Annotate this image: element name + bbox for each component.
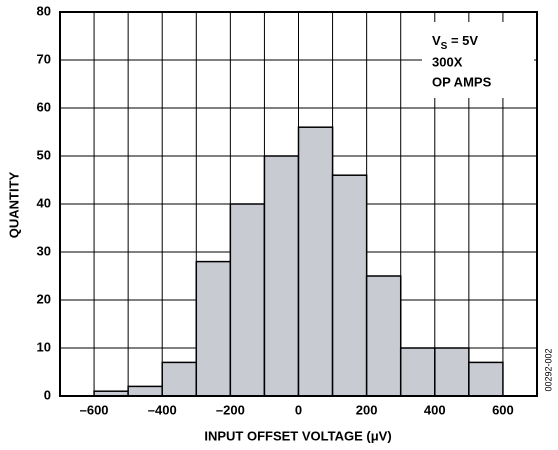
annotation: 300X (432, 54, 463, 69)
bar (161, 361, 198, 397)
annotation: VS = 5V (432, 33, 478, 51)
x-tick-label: –400 (148, 402, 177, 417)
bar (297, 126, 334, 397)
x-tick-label: –600 (80, 402, 109, 417)
y-tick-label: 70 (37, 51, 51, 66)
bar (365, 275, 402, 397)
bar (229, 203, 266, 397)
y-tick-label: 20 (37, 291, 51, 306)
annotation-symbol: V (432, 33, 441, 48)
bar (399, 347, 436, 397)
x-tick-label: –200 (216, 402, 245, 417)
annotation-condition: = 5V (447, 33, 478, 48)
y-tick-label: 60 (37, 99, 51, 114)
bar (434, 347, 470, 397)
bar (127, 385, 163, 397)
bar (468, 361, 504, 397)
y-axis-title: QUANTITY (6, 171, 21, 238)
annotation-subscript: S (441, 41, 448, 52)
figure-id: 00292-002 (543, 348, 553, 391)
y-tick-label: 0 (44, 387, 51, 402)
x-tick-label: 0 (295, 402, 302, 417)
annotation-box (422, 22, 534, 98)
x-tick-label: 400 (424, 402, 446, 417)
annotation: OP AMPS (432, 74, 492, 89)
plot-frame (59, 11, 538, 397)
y-tick-label: 10 (37, 339, 51, 354)
y-tick-label: 50 (37, 147, 51, 162)
bar (195, 260, 232, 397)
y-tick-label: 40 (37, 195, 51, 210)
y-tick-label: 30 (37, 243, 51, 258)
bar (331, 174, 368, 397)
bar (263, 155, 300, 397)
x-tick-label: 200 (356, 402, 378, 417)
x-tick-label: 600 (492, 402, 514, 417)
x-axis-title: INPUT OFFSET VOLTAGE (μV) (204, 428, 391, 443)
y-tick-label: 80 (37, 3, 51, 18)
